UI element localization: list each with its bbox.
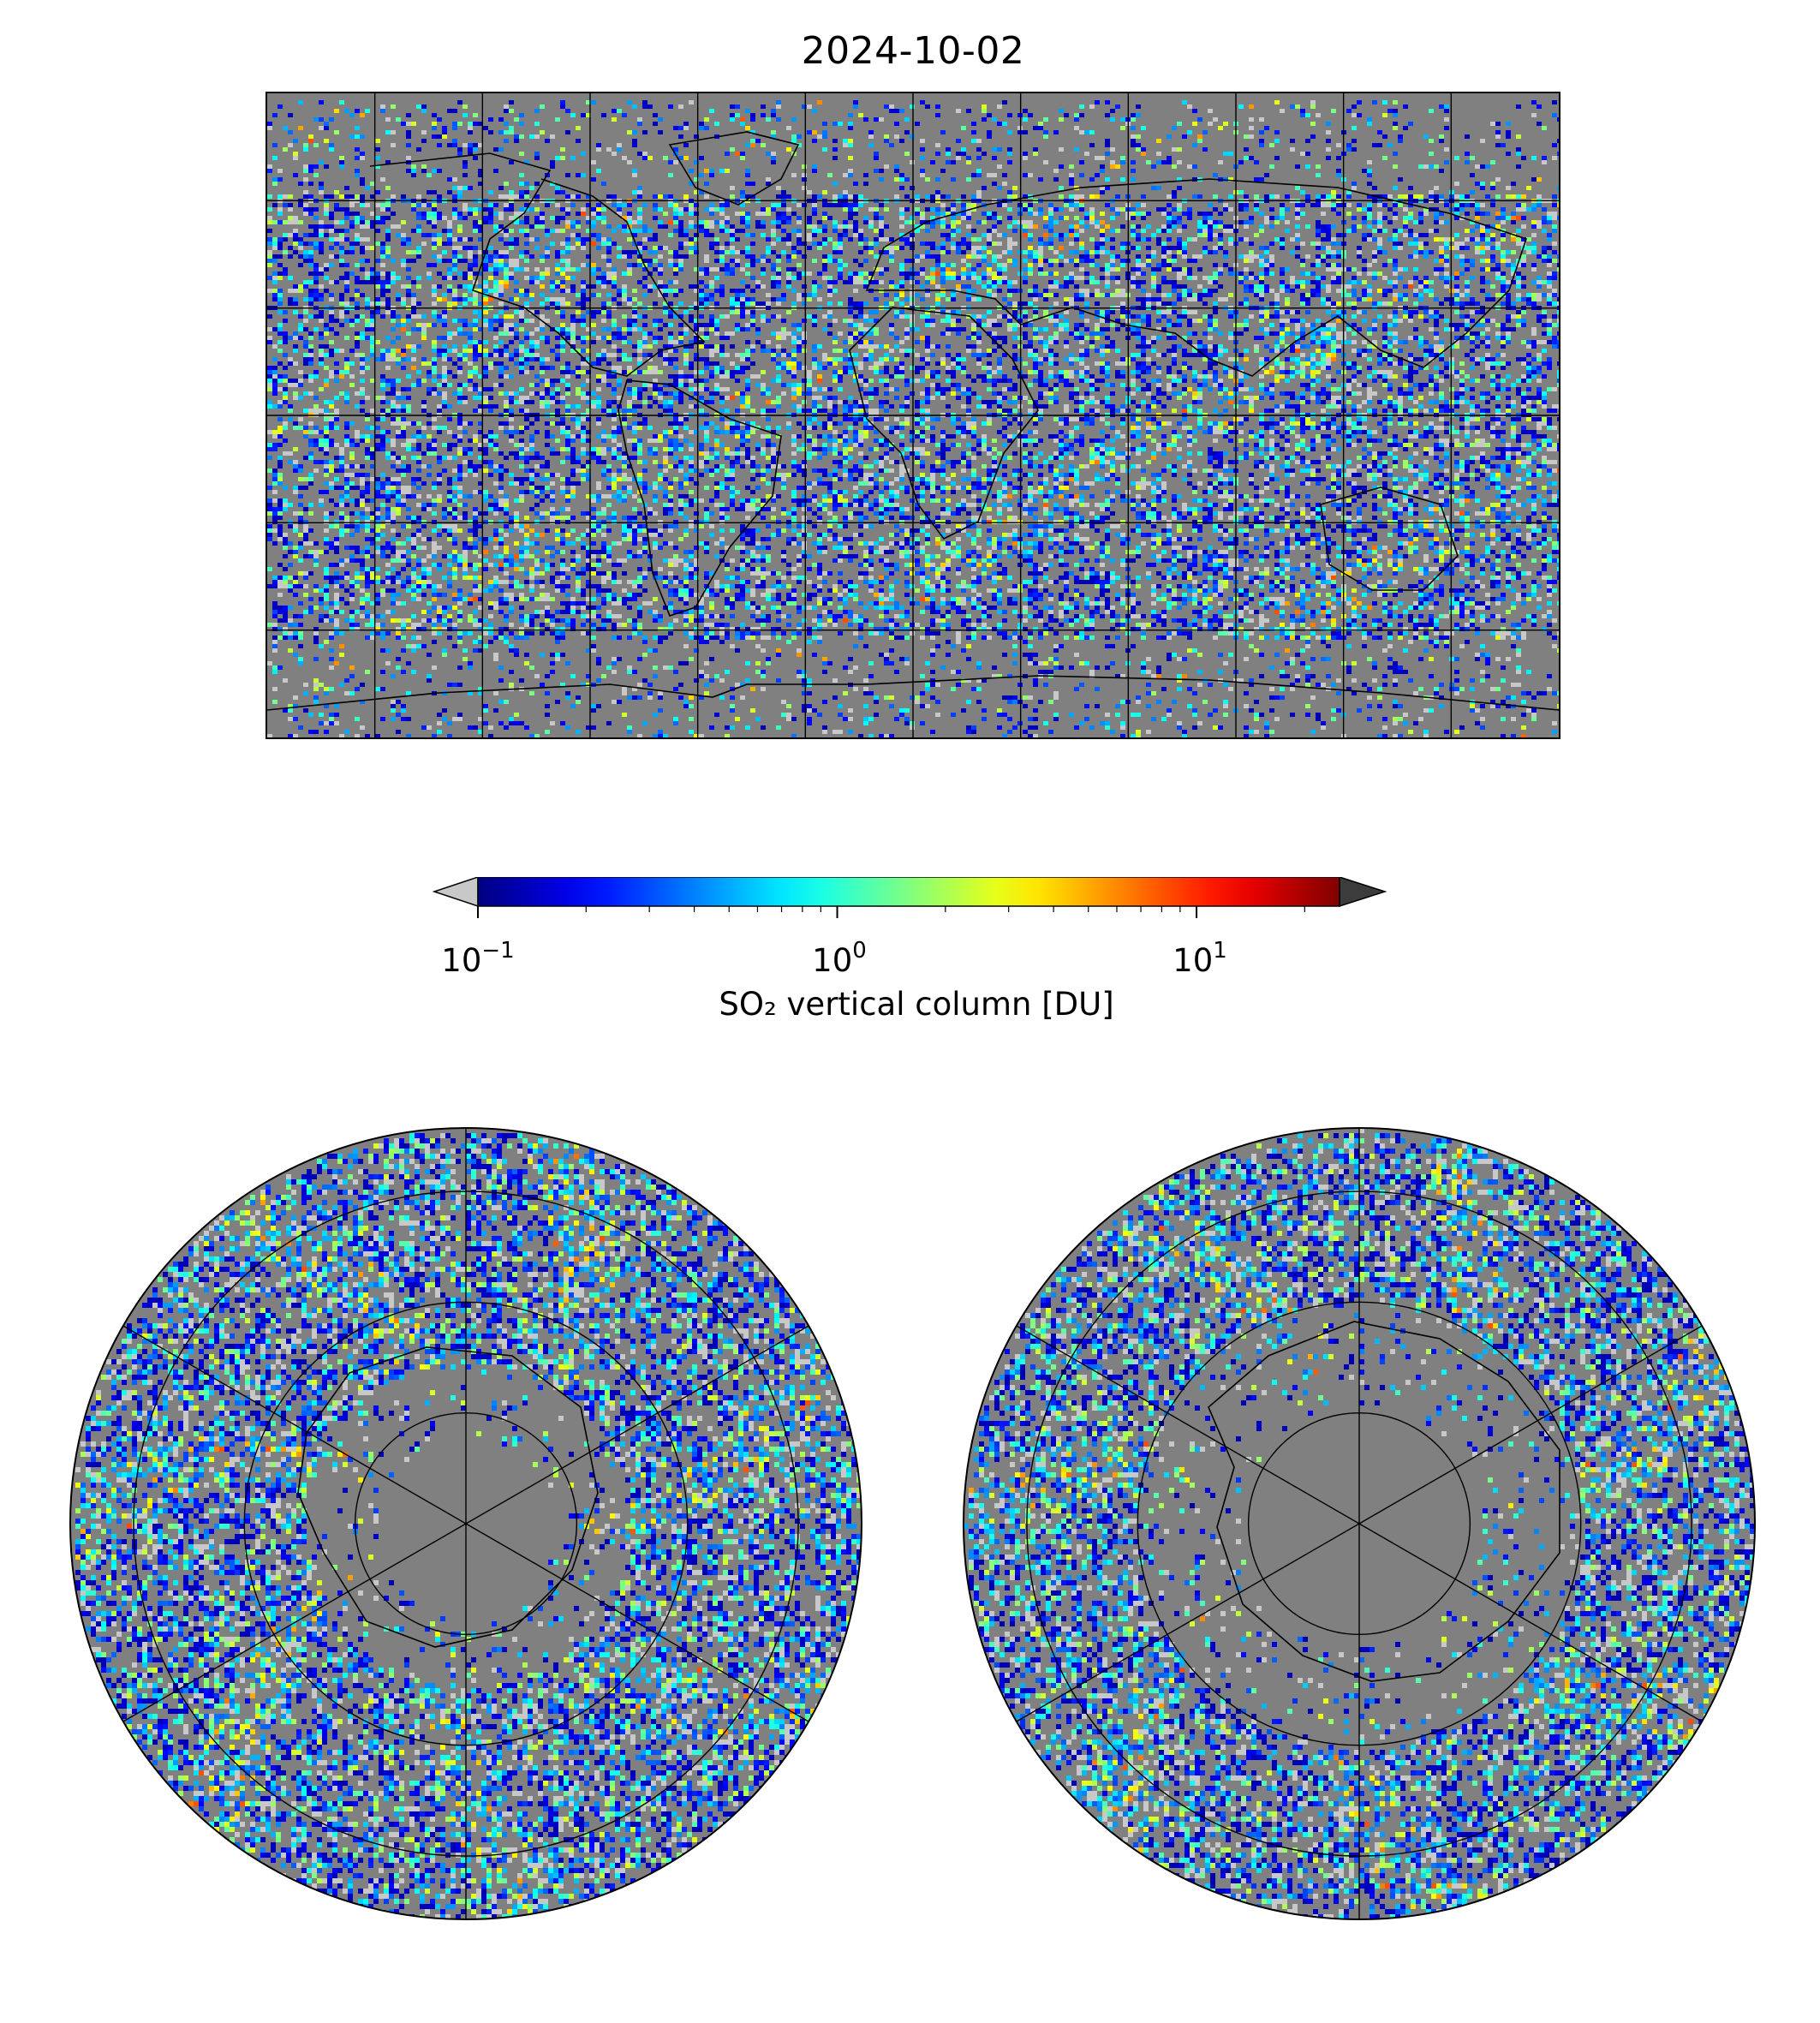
so2-pixels [267, 100, 1559, 737]
colorbar-tick-label: 10−1 [441, 938, 514, 979]
colorbar-tick-label: 100 [812, 938, 867, 979]
south-polar-canvas [963, 1127, 1756, 1920]
coastline-segment [267, 675, 1559, 711]
colorbar-under-extension [432, 875, 479, 908]
coastlines [267, 131, 1559, 711]
colorbar [432, 875, 1400, 927]
north-polar-canvas [69, 1127, 862, 1920]
global-map-panel [266, 92, 1560, 739]
coastline [297, 1346, 599, 1648]
coastline-segment [849, 307, 1039, 540]
coastline-segment [668, 131, 800, 206]
meridian-line [1016, 1523, 1360, 1722]
so2-pixels [75, 1133, 862, 1919]
south-polar-map [960, 1125, 1758, 1923]
map-gridlines [267, 93, 1559, 737]
meridian-line [1358, 1523, 1703, 1722]
coastline-segment [1320, 486, 1459, 591]
polar-boundary [69, 1127, 862, 1920]
global-map-canvas [267, 93, 1559, 737]
north-polar-map [67, 1125, 865, 1923]
meridian-line [465, 1523, 809, 1722]
figure-title: 2024-10-02 [266, 29, 1560, 73]
polar-gridlines [122, 1128, 809, 1919]
meridian-line [1358, 1325, 1703, 1525]
colorbar-tick-label: 101 [1173, 938, 1227, 979]
meridian-line [1016, 1325, 1360, 1525]
coastline [1208, 1321, 1560, 1682]
polar-boundary [963, 1127, 1756, 1920]
meridian-line [122, 1523, 467, 1722]
polar-gridlines [1016, 1128, 1703, 1919]
meridian-line [122, 1325, 467, 1525]
colorbar-canvas [432, 875, 1387, 918]
meridian-line [465, 1325, 809, 1525]
coastline-segment [369, 152, 706, 377]
colorbar-label: SO₂ vertical column [DU] [433, 986, 1400, 1023]
coastline-segment [618, 379, 782, 617]
colorbar-over-extension [1339, 875, 1387, 908]
coastline-segment [865, 178, 1528, 377]
colorbar-gradient [477, 876, 1340, 907]
